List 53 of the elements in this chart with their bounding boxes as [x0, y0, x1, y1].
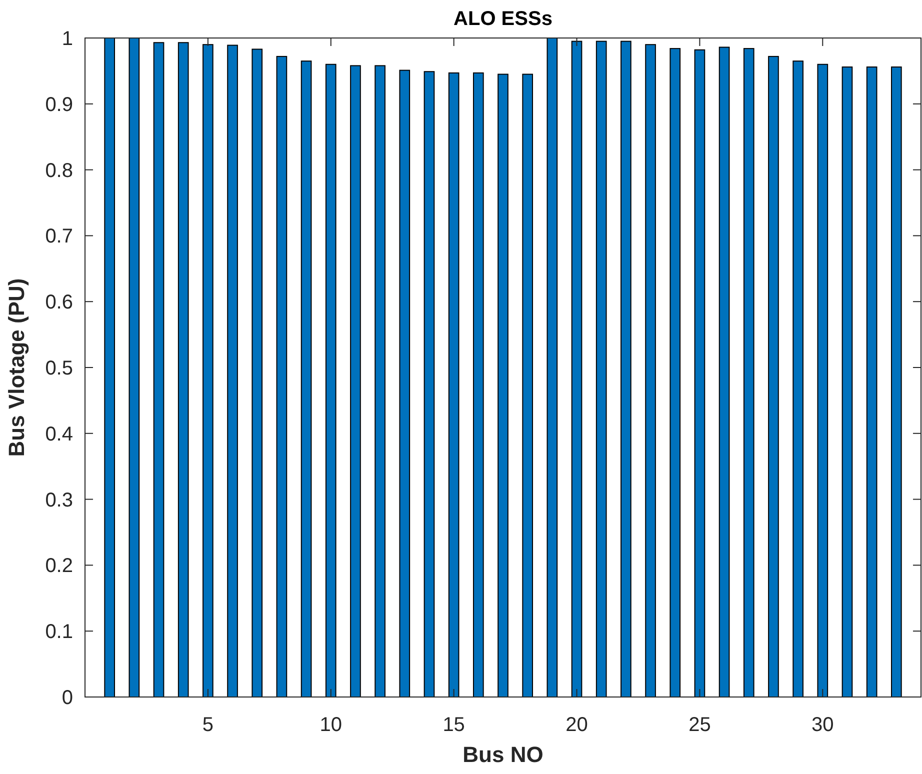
bar — [498, 74, 508, 698]
y-tick-label: 0.9 — [45, 94, 73, 116]
bar — [842, 66, 853, 698]
bar — [350, 65, 361, 698]
bar — [300, 60, 312, 698]
bar — [694, 49, 706, 698]
y-tick-label: 0 — [62, 687, 73, 709]
bar — [792, 60, 804, 698]
bar — [645, 44, 656, 698]
bar — [718, 46, 730, 698]
y-tick-label: 0.5 — [45, 358, 73, 380]
y-axis-title: Bus Vlotage (PU) — [4, 278, 29, 457]
bar — [276, 56, 288, 698]
bar — [620, 40, 632, 698]
bar — [866, 66, 878, 698]
bar — [670, 48, 681, 698]
y-tick-label: 0.4 — [45, 423, 73, 446]
bar — [128, 38, 140, 698]
bar — [571, 40, 582, 698]
bar — [768, 56, 779, 698]
bar — [104, 38, 116, 698]
x-tick-label: 15 — [442, 714, 465, 736]
x-axis-title: Bus NO — [462, 742, 544, 767]
bar — [448, 72, 460, 698]
bar — [743, 48, 754, 698]
y-tick-label: 0.6 — [45, 292, 73, 314]
bar — [472, 72, 484, 698]
bar — [424, 71, 435, 698]
bar — [153, 42, 164, 698]
bar — [227, 44, 238, 698]
bar — [522, 74, 534, 698]
x-tick-label: 10 — [320, 714, 342, 736]
bar — [178, 42, 189, 698]
y-tick-label: 0.8 — [45, 160, 73, 182]
x-tick-label: 5 — [202, 714, 214, 736]
bar — [546, 38, 558, 698]
x-tick-label: 30 — [812, 714, 834, 736]
bar — [596, 40, 607, 698]
y-tick-label: 0.3 — [45, 489, 73, 512]
bar — [374, 65, 386, 698]
bar — [252, 48, 263, 698]
bar — [817, 64, 828, 698]
bar — [890, 66, 902, 698]
y-tick-label: 0.7 — [45, 226, 73, 248]
y-tick-label: 0.2 — [45, 555, 73, 578]
y-tick-label: 1 — [62, 28, 73, 50]
x-tick-label: 20 — [566, 714, 588, 736]
bar — [325, 64, 336, 698]
bar — [399, 70, 410, 698]
x-tick-label: 25 — [688, 714, 711, 736]
bar — [202, 44, 214, 698]
y-tick-label: 0.1 — [45, 621, 73, 644]
chart-title: ALO ESSs — [454, 8, 552, 30]
